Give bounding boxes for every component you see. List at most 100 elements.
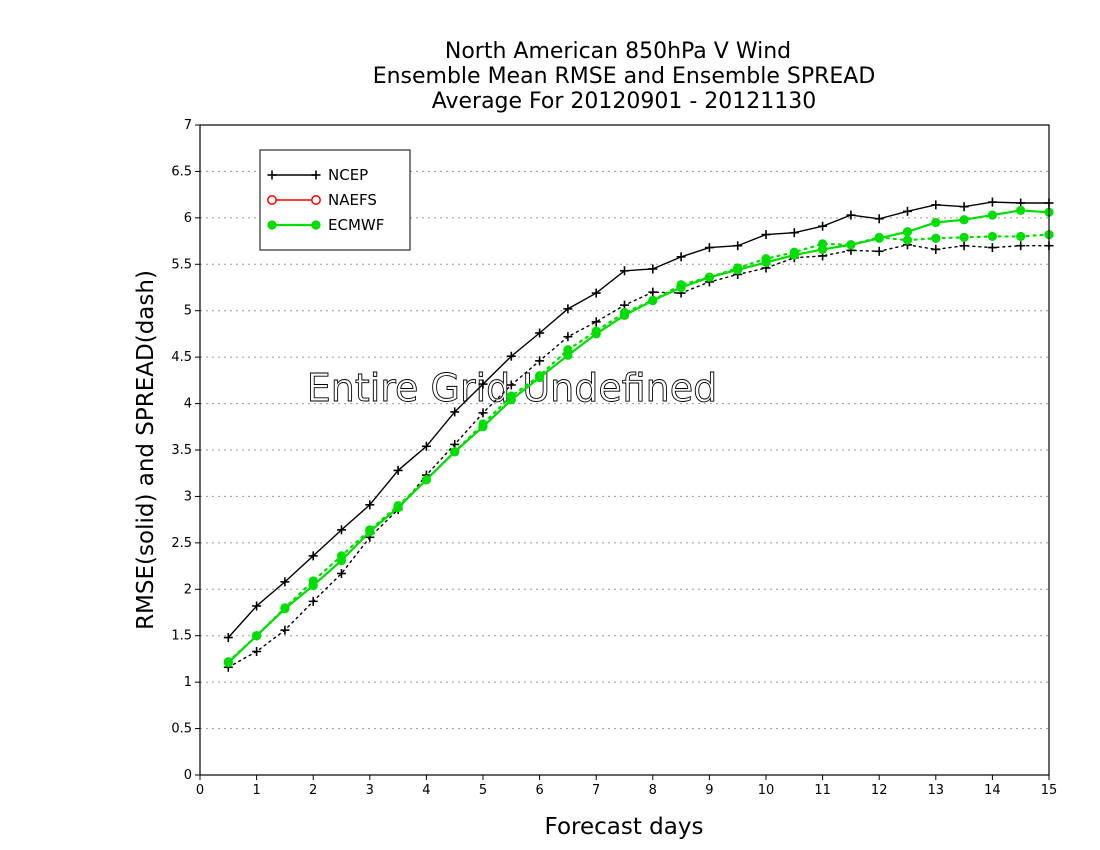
ncep-spread-point	[987, 243, 997, 253]
ecmwf-rmse-point	[308, 580, 318, 591]
ncep-rmse-point	[761, 230, 771, 240]
y-tick-label: 2	[184, 582, 192, 597]
x-tick-label: 7	[592, 783, 600, 798]
x-tick-label: 9	[705, 783, 713, 798]
ecmwf-rmse-point	[421, 475, 431, 485]
ncep-rmse-point	[648, 264, 658, 274]
x-tick-label: 5	[479, 783, 487, 798]
ncep-rmse-point	[223, 633, 233, 643]
y-axis-label: RMSE(solid) and SPREAD(dash)	[133, 270, 159, 630]
ncep-rmse-point	[987, 197, 997, 207]
y-axis-ticks: 0 0.5 1 1.5 2 2.5 3 3.5 4 4.5 5 5.5 6 6.5 7	[171, 118, 200, 783]
x-tick-label: 0	[196, 783, 204, 798]
legend-marker	[267, 170, 277, 180]
ncep-rmse-point	[506, 351, 516, 361]
y-tick-label: 0.5	[171, 722, 192, 737]
x-tick-label: 1	[252, 783, 260, 798]
ecmwf-rmse-point	[959, 215, 969, 225]
ncep-spread-point	[591, 317, 601, 327]
y-tick-label: 0	[184, 768, 192, 783]
ncep-spread-point	[1016, 241, 1026, 251]
ncep-rmse-point	[252, 601, 262, 611]
legend-item-naefs: NAEFS	[267, 191, 377, 209]
ncep-spread-point	[563, 332, 573, 342]
series-layer	[223, 197, 1054, 672]
ecmwf-rmse-point	[874, 233, 884, 243]
x-tick-label: 11	[814, 783, 831, 798]
ecmwf-spread-point	[987, 231, 998, 242]
x-tick-label: 4	[422, 783, 430, 798]
ncep-spread-line	[227, 244, 1050, 668]
y-tick-label: 7	[184, 118, 192, 133]
x-axis-ticks: 0 1 2 3 4 5 6 7 8 9 10 11 12 13 14 15	[196, 775, 1057, 798]
ecmwf-rmse-point	[931, 217, 941, 228]
ncep-spread-point	[337, 569, 346, 578]
y-tick-label: 1.5	[171, 629, 192, 644]
ncep-rmse-point	[733, 241, 743, 251]
ecmwf-rmse-point	[648, 295, 658, 306]
ncep-spread-point	[648, 287, 658, 297]
ecmwf-rmse-point	[619, 310, 630, 320]
y-tick-label: 6.5	[171, 164, 192, 179]
ecmwf-rmse-point	[902, 227, 913, 237]
ecmwf-rmse-point	[223, 658, 233, 668]
ecmwf-rmse-point	[450, 447, 460, 457]
ncep-spread-point	[535, 356, 545, 366]
plot-frame	[199, 124, 1050, 776]
y-tick-label: 4.5	[171, 350, 192, 365]
ncep-rmse-point	[591, 288, 601, 298]
ncep-rmse-point	[789, 228, 799, 238]
ecmwf-spread-line	[227, 233, 1051, 663]
ecmwf-rmse-point	[563, 350, 573, 360]
ncep-rmse-point	[365, 500, 375, 510]
x-axis-label: Forecast days	[545, 814, 704, 840]
series-ncep	[223, 197, 1054, 672]
ncep-rmse-point	[393, 465, 403, 475]
series-ecmwf	[223, 205, 1054, 668]
ncep-spread-point	[959, 241, 969, 251]
x-tick-label: 12	[871, 783, 888, 798]
ecmwf-rmse-point	[365, 527, 375, 537]
y-tick-label: 1	[184, 675, 192, 690]
x-tick-label: 2	[309, 783, 317, 798]
legend-marker	[267, 220, 277, 230]
ncep-rmse-point	[620, 266, 629, 276]
ecmwf-rmse-point	[761, 257, 771, 268]
x-tick-label: 15	[1041, 783, 1058, 798]
y-tick-label: 4	[184, 397, 192, 412]
ncep-rmse-point	[421, 441, 431, 451]
ecmwf-rmse-point	[252, 631, 262, 641]
ecmwf-rmse-point	[535, 372, 545, 383]
ecmwf-spread-point	[959, 232, 969, 242]
ecmwf-rmse-point	[336, 555, 347, 566]
legend-label: NAEFS	[328, 191, 377, 209]
grid	[200, 170, 1049, 730]
x-tick-label: 3	[366, 783, 374, 798]
x-tick-label: 13	[928, 783, 945, 798]
ncep-spread-point	[874, 246, 884, 256]
ncep-rmse-point	[874, 214, 884, 224]
ecmwf-rmse-point	[987, 210, 998, 220]
ecmwf-rmse-point	[506, 395, 516, 405]
ncep-rmse-point	[959, 202, 969, 212]
ecmwf-rmse-point	[478, 422, 488, 432]
ncep-rmse-point	[903, 206, 912, 216]
legend-item-ncep: NCEP	[267, 166, 368, 184]
ncep-spread-point	[931, 244, 941, 254]
legend-marker	[311, 195, 321, 205]
ncep-spread-point	[280, 625, 290, 635]
ncep-rmse-point	[676, 252, 686, 262]
ncep-rmse-point	[478, 379, 488, 389]
ecmwf-rmse-point	[591, 329, 601, 339]
y-tick-label: 5.5	[171, 257, 192, 272]
chart-title: North American 850hPa V Wind Ensemble Me…	[373, 39, 876, 114]
y-tick-label: 2.5	[171, 536, 192, 551]
x-tick-label: 10	[758, 783, 775, 798]
ecmwf-rmse-point	[676, 282, 686, 293]
legend-item-ecmwf: ECMWF	[267, 216, 384, 234]
legend: NCEP NAEFS ECMWF	[259, 149, 411, 251]
x-tick-label: 14	[984, 783, 1001, 798]
ecmwf-rmse-point	[1016, 205, 1026, 216]
ncep-rmse-point	[280, 577, 290, 587]
